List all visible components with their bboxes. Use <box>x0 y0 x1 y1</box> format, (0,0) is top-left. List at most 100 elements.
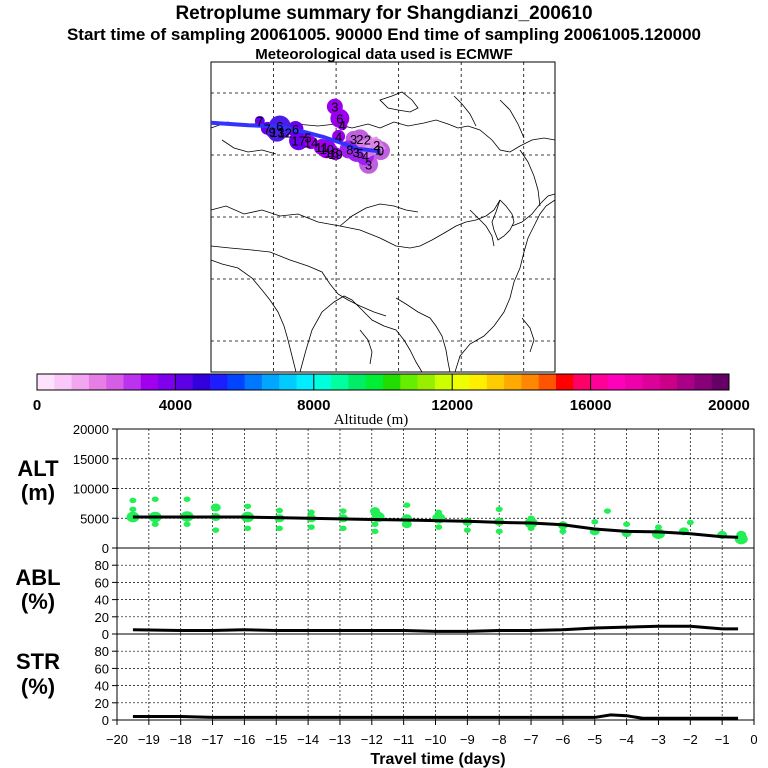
alt-label: ALT <box>17 456 59 481</box>
day-number: 0 <box>377 144 384 159</box>
str-unit: (%) <box>21 674 55 699</box>
x-tick-label: −2 <box>683 732 698 747</box>
x-axis-title: Travel time (days) <box>370 751 505 768</box>
day-number: 6 <box>292 122 299 137</box>
colorbar-swatch <box>469 374 488 390</box>
altitude-point <box>623 521 631 527</box>
trajectory-line <box>210 120 381 154</box>
colorbar-swatch <box>677 374 695 390</box>
altitude-point <box>435 524 443 530</box>
abl-panel-label: ABL (%) <box>15 565 60 614</box>
x-tick-label: −20 <box>106 732 128 747</box>
x-tick-label: −17 <box>202 732 224 747</box>
altitude-point <box>654 524 662 530</box>
altitude-point <box>183 496 191 502</box>
day-number: 7 <box>264 121 271 136</box>
colorbar-swatch <box>504 374 522 390</box>
day-number: 3 <box>331 100 338 115</box>
y-tick-label: 40 <box>95 679 109 694</box>
colorbar-swatch <box>175 374 194 390</box>
colorbar-tick-label: 16000 <box>570 397 612 414</box>
colorbar-tick-label: 12000 <box>431 397 473 414</box>
alt-panel: 0 5000 10000 15000 20000 <box>73 422 755 556</box>
abl-panel: 0 20 40 60 80 <box>95 547 755 642</box>
altitude-point <box>591 519 599 525</box>
y-tick-label: 40 <box>95 593 109 608</box>
colorbar-swatch <box>400 374 419 390</box>
altitude-point <box>435 509 443 516</box>
colorbar-swatch <box>192 374 211 390</box>
colorbar-frame <box>36 373 730 391</box>
colorbar-tick-label: 20000 <box>708 397 750 414</box>
altitude-point <box>307 509 315 516</box>
altitude-point <box>736 530 747 539</box>
colorbar-swatch <box>642 374 661 390</box>
x-tick-label: −7 <box>524 732 539 747</box>
altitude-point <box>527 525 535 532</box>
meteorology-source: Meteorological data used is ECMWF <box>255 46 513 63</box>
day-number: 4 <box>362 149 369 164</box>
day-number: 4 <box>339 118 346 133</box>
day-number: 10 <box>319 142 333 157</box>
altitude-point <box>495 506 503 513</box>
altitude-point <box>371 528 379 535</box>
x-tick-label: −13 <box>329 732 351 747</box>
day-number: 1 <box>375 142 382 157</box>
chart-title: Retroplume summary for Shangdianzi_20061… <box>175 3 593 24</box>
colorbar-tick-label: 4000 <box>159 397 192 414</box>
x-tick-label: −12 <box>361 732 383 747</box>
colorbar-swatch <box>590 374 609 390</box>
day-number: 7 <box>256 114 263 129</box>
colorbar-swatch <box>244 374 263 390</box>
x-tick-label: −1 <box>715 732 730 747</box>
plume-marker <box>328 147 342 161</box>
altitude-point <box>212 527 220 533</box>
y-tick-label: 20000 <box>73 422 109 437</box>
colorbar-swatch <box>538 374 557 390</box>
colorbar-swatch <box>348 374 367 390</box>
y-tick-label: 80 <box>95 558 109 573</box>
abl-unit: (%) <box>21 589 55 614</box>
colorbar-swatch <box>417 374 436 390</box>
plume-marker <box>254 115 265 126</box>
day-number: 5 <box>304 131 311 146</box>
day-number: 6 <box>276 119 283 134</box>
altitude-point <box>210 503 221 512</box>
colorbar-swatch <box>279 374 297 390</box>
altitude-point <box>371 521 379 527</box>
alt-panel-label: ALT (m) <box>17 456 59 505</box>
colorbar-swatch <box>659 374 678 390</box>
colorbar-swatch <box>296 374 315 390</box>
colorbar-swatch <box>227 374 246 390</box>
altitude-point <box>686 519 694 526</box>
colorbar-swatch <box>383 374 401 390</box>
day-number: 4 <box>335 129 342 144</box>
altitude-point <box>307 524 315 530</box>
colorbar-swatch <box>625 374 643 390</box>
series-line <box>132 713 739 720</box>
altitude-point <box>403 502 411 508</box>
altitude-point <box>495 528 503 535</box>
altitude-point <box>463 527 471 533</box>
x-tick-label: −4 <box>619 732 634 747</box>
altitude-point <box>339 508 347 514</box>
y-tick-label: 20 <box>95 610 109 625</box>
altitude-colorbar <box>36 373 730 391</box>
day-number: 5 <box>356 146 363 161</box>
x-tick-label: −10 <box>424 732 446 747</box>
day-number: 2 <box>356 132 363 147</box>
colorbar-label: Altitude (m) <box>334 412 409 428</box>
x-tick-label: −15 <box>265 732 287 747</box>
altitude-point <box>603 508 611 514</box>
colorbar-swatch <box>123 374 142 390</box>
colorbar-swatch <box>158 374 176 390</box>
mean-altitude-line <box>132 515 739 539</box>
colorbar-swatch <box>573 374 592 390</box>
altitude-point <box>401 520 412 529</box>
x-tick-label: −16 <box>233 732 255 747</box>
altitude-point <box>151 496 159 502</box>
